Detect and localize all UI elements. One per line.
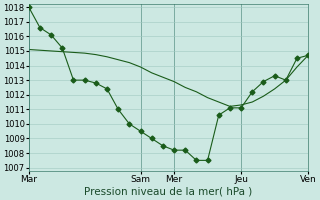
X-axis label: Pression niveau de la mer( hPa ): Pression niveau de la mer( hPa ) xyxy=(84,187,252,197)
